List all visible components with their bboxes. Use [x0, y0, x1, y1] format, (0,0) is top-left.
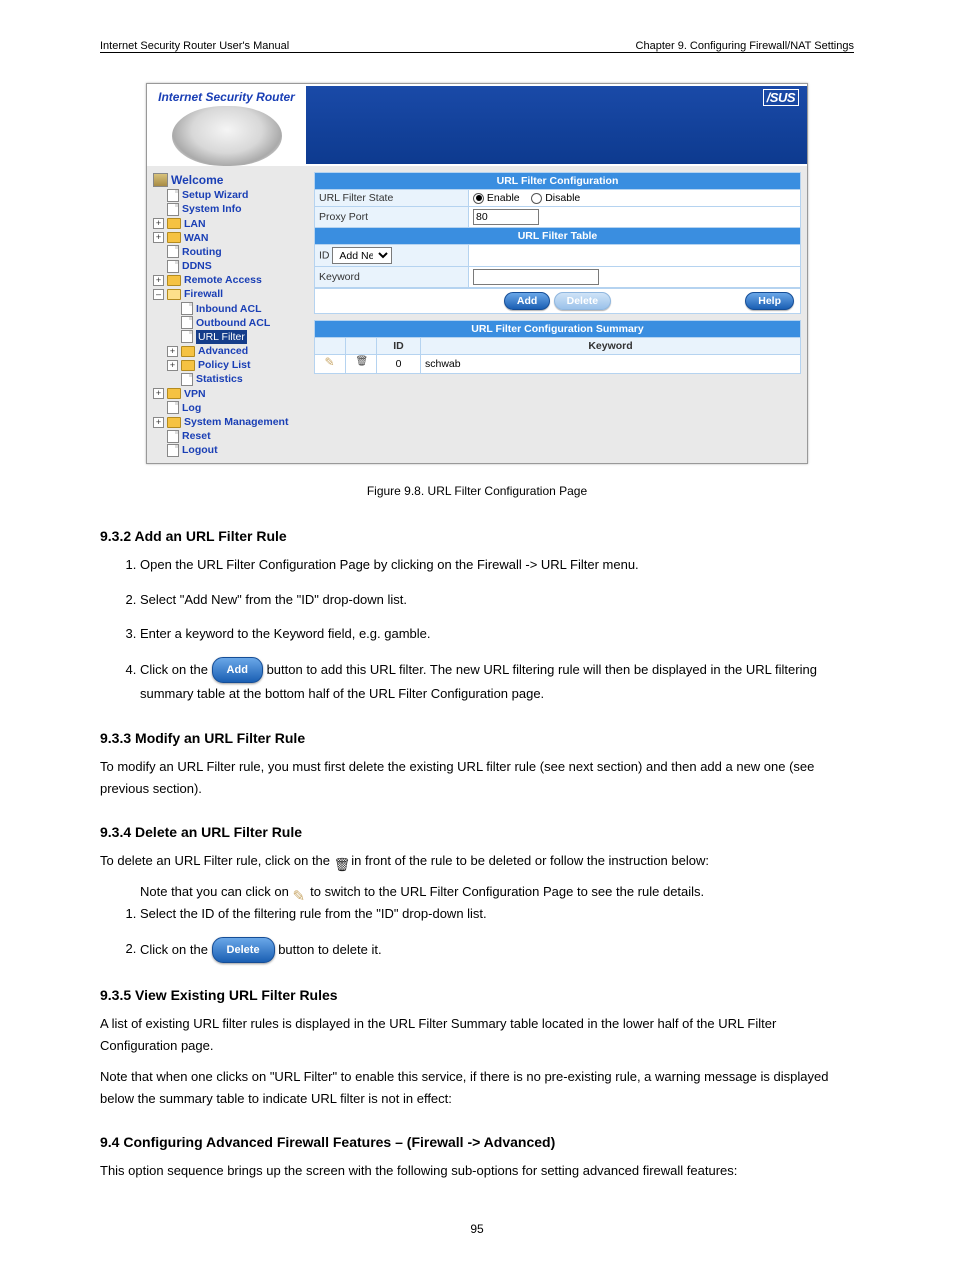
step-934-3: Click on the Delete button to delete it. [140, 937, 854, 964]
enable-radio[interactable] [473, 193, 484, 204]
keyword-label: Keyword [315, 267, 469, 288]
delete-row-icon[interactable] [356, 357, 367, 368]
table-head: URL Filter Table [315, 228, 801, 245]
edit-row-icon[interactable] [325, 357, 336, 368]
section-935-text-a: A list of existing URL filter rules is d… [100, 1013, 854, 1057]
step-932-2: Select "Add New" from the "ID" drop-down… [140, 589, 854, 611]
sidebar-root[interactable]: Welcome [171, 172, 223, 188]
id-label: ID [319, 250, 330, 262]
header-left: Internet Security Router User's Manual [100, 40, 289, 52]
header-right: Chapter 9. Configuring Firewall/NAT Sett… [636, 40, 854, 52]
inline-trash-icon [334, 854, 348, 869]
url-filter-screenshot: Internet Security Router /SUS Welcome Se… [146, 83, 808, 464]
col-keyword: Keyword [421, 338, 801, 355]
row-id: 0 [377, 355, 421, 374]
inline-delete-button: Delete [212, 937, 275, 964]
section-935-head: 9.3.5 View Existing URL Filter Rules [100, 987, 854, 1003]
section-934-head: 9.3.4 Delete an URL Filter Rule [100, 824, 854, 840]
inline-add-button: Add [212, 657, 263, 684]
router-image [172, 106, 282, 166]
state-label: URL Filter State [315, 190, 469, 207]
proxy-label: Proxy Port [315, 207, 469, 228]
summary-head: URL Filter Configuration Summary [315, 321, 801, 338]
section-94-text: This option sequence brings up the scree… [100, 1160, 854, 1182]
enable-label: Enable [487, 192, 520, 204]
section-932-head: 9.3.2 Add an URL Filter Rule [100, 528, 854, 544]
section-933-head: 9.3.3 Modify an URL Filter Rule [100, 730, 854, 746]
add-button[interactable]: Add [504, 292, 550, 310]
keyword-input[interactable] [473, 269, 599, 285]
proxy-port-input[interactable] [473, 209, 539, 225]
figure-caption: Figure 9.8. URL Filter Configuration Pag… [100, 484, 854, 498]
disable-radio[interactable] [531, 193, 542, 204]
section-94-head: 9.4 Configuring Advanced Firewall Featur… [100, 1134, 854, 1150]
delete-button[interactable]: Delete [554, 292, 612, 310]
col-id: ID [377, 338, 421, 355]
step-932-3: Enter a keyword to the Keyword field, e.… [140, 623, 854, 645]
inline-pencil-icon [292, 885, 306, 900]
note-934-1: Note that you can click on to switch to … [140, 882, 854, 903]
section-934-intro: To delete an URL Filter rule, click on t… [100, 850, 854, 872]
section-933-text: To modify an URL Filter rule, you must f… [100, 756, 854, 800]
page-number: 95 [100, 1222, 854, 1236]
router-title: Internet Security Router [147, 90, 306, 104]
step-932-1: Open the URL Filter Configuration Page b… [140, 554, 854, 576]
sidebar-tree: Welcome Setup Wizard System Info+ LAN+ W… [147, 166, 312, 463]
section-935-text-b: Note that when one clicks on "URL Filter… [100, 1066, 854, 1110]
config-head: URL Filter Configuration [315, 173, 801, 190]
row-keyword: schwab [421, 355, 801, 374]
step-934-2: Select the ID of the filtering rule from… [140, 903, 854, 925]
id-select[interactable]: Add New [332, 247, 392, 264]
step-932-4: Click on the Add button to add this URL … [140, 657, 854, 706]
disable-label: Disable [545, 192, 580, 204]
help-button[interactable]: Help [745, 292, 794, 310]
asus-logo: /SUS [763, 89, 799, 106]
